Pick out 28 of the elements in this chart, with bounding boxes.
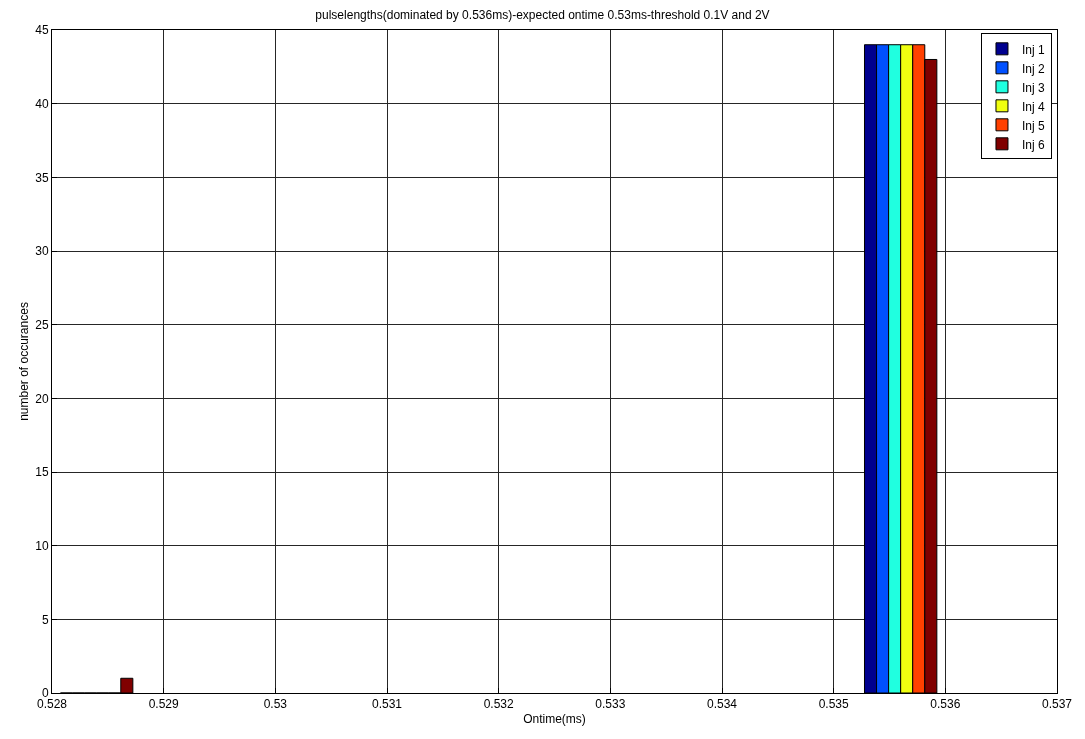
- y-tick-label: 40: [35, 96, 49, 111]
- y-tick-label: 30: [35, 244, 49, 259]
- x-tick-label: 0.534: [706, 697, 738, 712]
- legend-label: Inj 5: [1021, 118, 1045, 133]
- x-tick-label: 0.528: [36, 697, 68, 712]
- x-axis-title: Ontime(ms): [523, 712, 586, 727]
- x-tick-label: 0.533: [595, 697, 626, 712]
- x-tick-label: 0.537: [1041, 697, 1073, 712]
- x-tick-label: 0.535: [818, 697, 850, 712]
- legend-label: Inj 6: [1021, 137, 1045, 152]
- x-tick-label: 0.536: [930, 697, 961, 712]
- x-tick-label: 0.53: [263, 697, 288, 712]
- x-tick-label: 0.532: [483, 697, 515, 712]
- y-axis-title: number of occurances: [16, 302, 31, 421]
- legend-label: Inj 1: [1021, 42, 1045, 57]
- legend-label: Inj 3: [1021, 80, 1045, 95]
- x-tick-label: 0.531: [371, 697, 403, 712]
- legend-label: Inj 4: [1021, 99, 1045, 114]
- y-tick-label: 45: [35, 23, 49, 38]
- y-tick-label: 25: [35, 317, 49, 332]
- legend-label: Inj 2: [1021, 61, 1045, 76]
- y-tick-label: 15: [35, 465, 49, 480]
- y-tick-label: 20: [35, 391, 49, 406]
- chart-title: pulselengths(dominated by 0.536ms)-expected ontime 0.53ms-threshold 0.1V and 2V: [315, 8, 770, 23]
- x-tick-label: 0.529: [148, 697, 180, 712]
- y-tick-label: 35: [35, 170, 49, 185]
- y-tick-label: 5: [41, 612, 49, 627]
- y-tick-label: 10: [35, 538, 49, 553]
